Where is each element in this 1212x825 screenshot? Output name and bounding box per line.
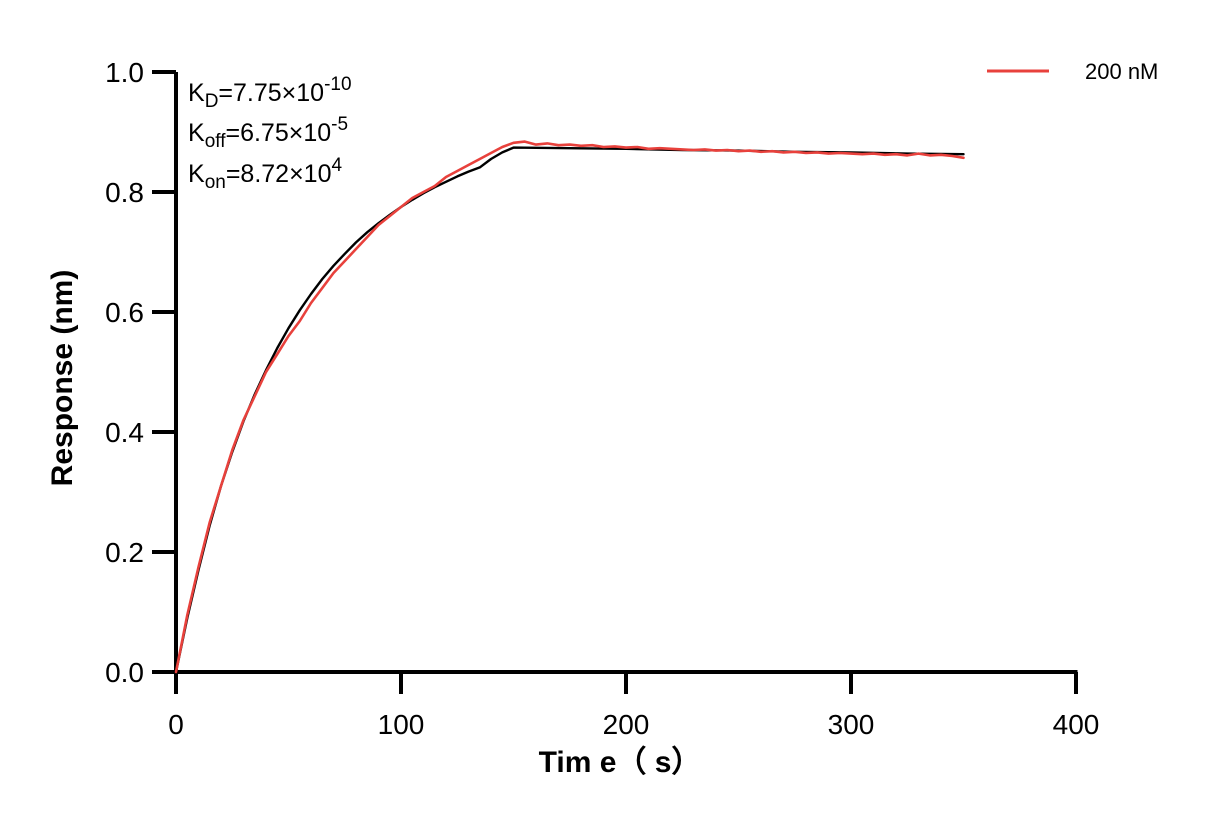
fit-curve-line	[174, 146, 965, 674]
series-line-200nm	[174, 140, 965, 674]
kon-exp: 4	[332, 155, 343, 176]
koff-value: =6.75×10	[225, 119, 331, 147]
kon-base: K	[188, 160, 205, 188]
y-tick-label: 0.8	[105, 177, 144, 208]
kd-base: K	[188, 79, 205, 107]
koff-annotation: Koff=6.75×10-5	[188, 114, 348, 152]
x-tick-label: 300	[828, 709, 875, 740]
x-axis-title: Tim e（ s）	[539, 745, 702, 779]
legend: 200 nM	[987, 59, 1158, 84]
y-axis-title: Response (nm)	[46, 270, 79, 487]
koff-base: K	[188, 119, 205, 147]
y-tick-label: 0.6	[105, 297, 144, 328]
koff-sub: off	[205, 131, 227, 152]
legend-label-200nm: 200 nM	[1085, 59, 1158, 84]
y-tick-label: 1.0	[105, 57, 144, 88]
kd-annotation: KD=7.75×10-10	[188, 74, 352, 112]
koff-exp: -5	[331, 114, 348, 135]
x-tick-label: 400	[1053, 709, 1100, 740]
y-tick-label: 0.0	[105, 657, 144, 688]
kinetics-annotations: KD=7.75×10-10 Koff=6.75×10-5 Kon=8.72×10…	[188, 74, 352, 193]
kd-sub: D	[205, 91, 219, 112]
kon-value: =8.72×10	[226, 160, 332, 188]
series-layer	[174, 140, 965, 674]
axes: 0 100 200 300 400 0.0 0.2 0.4 0.6 0.8 1.0	[105, 57, 1099, 740]
y-tick-label: 0.2	[105, 537, 144, 568]
x-tick-label: 0	[168, 709, 184, 740]
x-tick-label: 200	[603, 709, 650, 740]
kd-exp: -10	[324, 74, 351, 95]
kd-value: =7.75×10	[218, 79, 324, 107]
x-tick-label: 100	[378, 709, 425, 740]
kon-sub: on	[205, 172, 226, 193]
y-tick-label: 0.4	[105, 417, 144, 448]
kon-annotation: Kon=8.72×104	[188, 155, 343, 193]
